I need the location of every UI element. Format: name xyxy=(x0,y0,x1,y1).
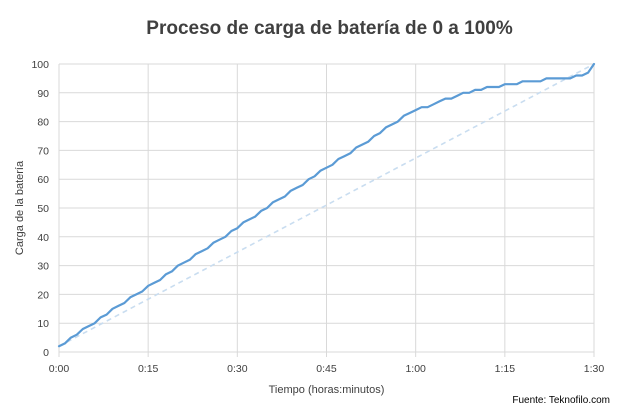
y-tick-label: 0 xyxy=(43,347,49,359)
y-tick-label: 40 xyxy=(37,232,49,244)
y-tick-label: 30 xyxy=(37,261,49,273)
reference-line xyxy=(58,63,595,347)
y-tick-label: 100 xyxy=(31,59,49,71)
y-tick-label: 80 xyxy=(37,117,49,129)
x-tick-label: 1:15 xyxy=(495,363,516,375)
y-tick-label: 60 xyxy=(37,174,49,186)
y-axis-ticks: 0 10 20 30 40 50 60 70 80 90 100 xyxy=(31,59,49,359)
y-tick-label: 90 xyxy=(37,88,49,100)
x-axis-title: Tiempo (horas:minutos) xyxy=(269,384,385,396)
grid xyxy=(58,63,595,357)
y-axis-title: Carga de la batería xyxy=(14,160,26,255)
y-tick-label: 20 xyxy=(37,289,49,301)
x-tick-label: 0:30 xyxy=(227,363,248,375)
x-tick-label: 0:45 xyxy=(316,363,337,375)
chart-title: Proceso de carga de batería de 0 a 100% xyxy=(146,18,513,39)
y-tick-label: 70 xyxy=(37,145,49,157)
x-tick-label: 1:00 xyxy=(405,363,426,375)
x-axis-ticks: 0:00 0:15 0:30 0:45 1:00 1:15 1:30 xyxy=(49,363,605,375)
x-tick-label: 0:00 xyxy=(49,363,70,375)
x-tick-label: 0:15 xyxy=(138,363,159,375)
series-group xyxy=(57,62,596,348)
x-tick-label: 1:30 xyxy=(584,363,605,375)
source-note: Fuente: Teknofilo.com xyxy=(512,395,610,406)
y-tick-label: 10 xyxy=(37,318,49,330)
y-tick-label: 50 xyxy=(37,203,49,215)
battery-charge-line xyxy=(57,62,596,348)
